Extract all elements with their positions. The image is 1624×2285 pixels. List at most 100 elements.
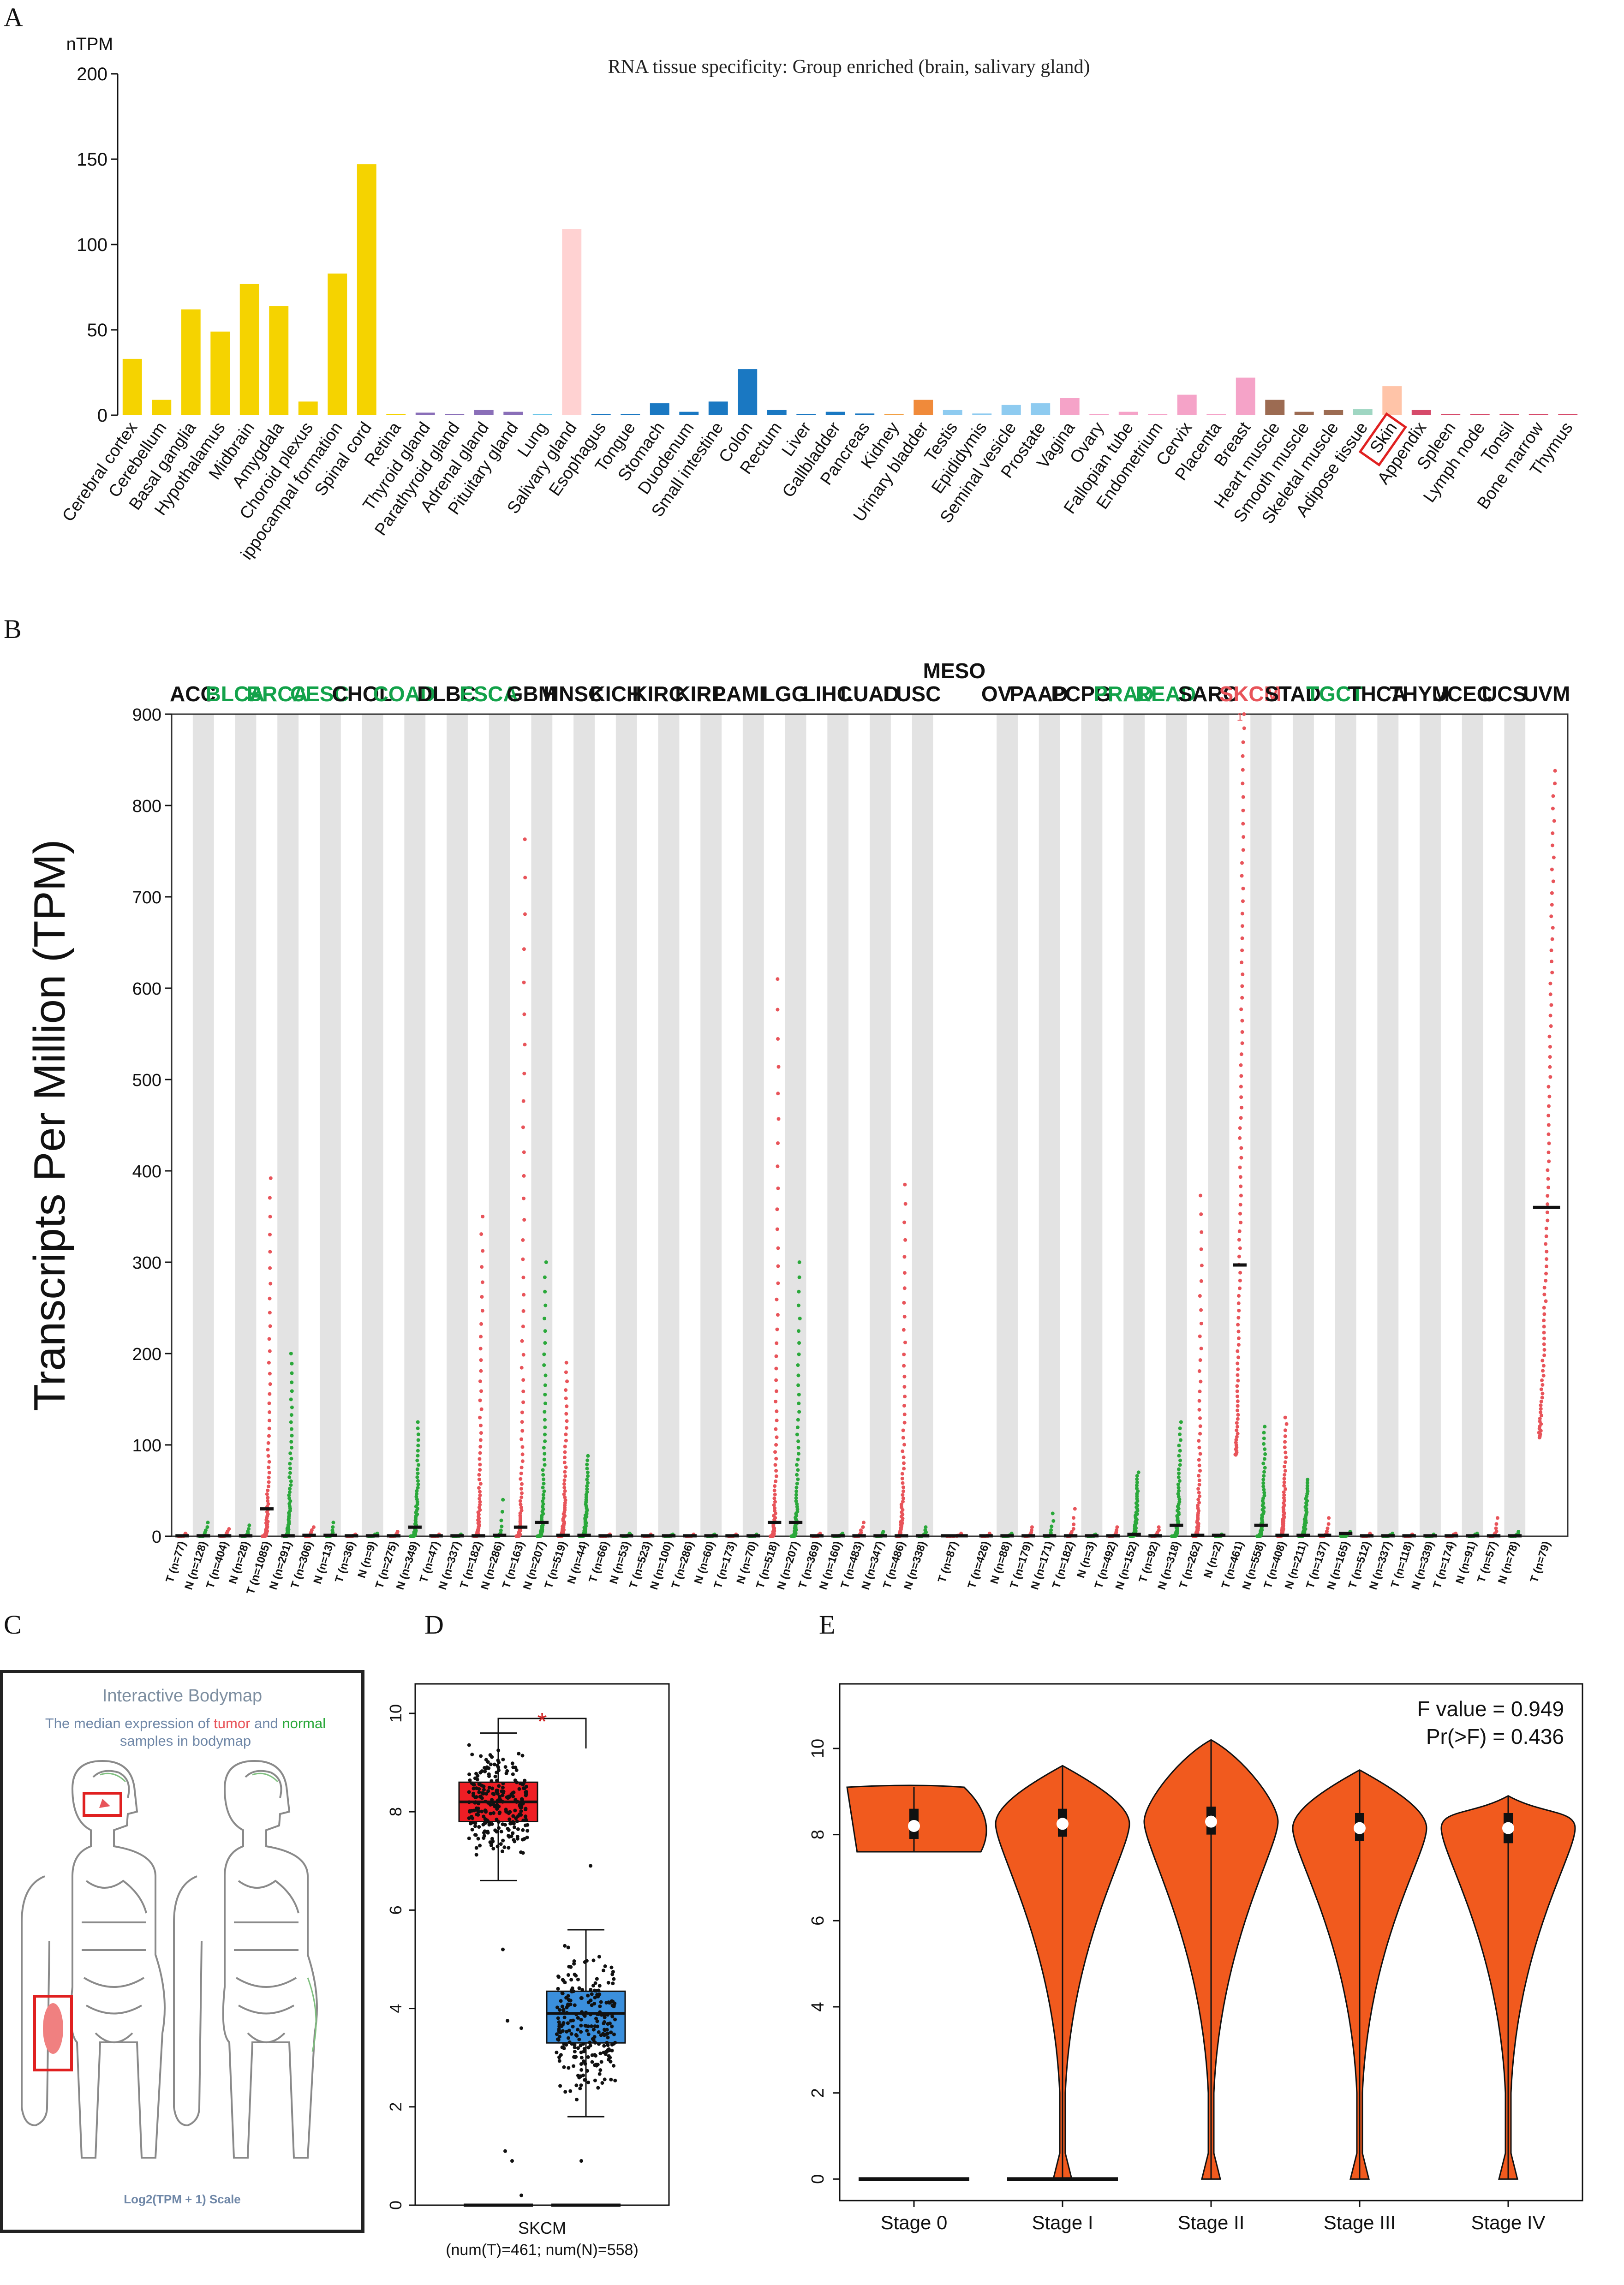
b-dot xyxy=(776,1065,781,1069)
b-normal-band xyxy=(531,714,553,1536)
b-dot xyxy=(562,1461,567,1465)
b-dot xyxy=(1197,1463,1201,1468)
b-dot xyxy=(1178,1426,1182,1431)
b-dot xyxy=(1541,1369,1545,1373)
b-normal-band xyxy=(1123,714,1145,1536)
b-dot xyxy=(774,1354,778,1358)
b-dot xyxy=(1238,1175,1242,1179)
b-dot xyxy=(774,1443,778,1447)
d-dot xyxy=(474,1833,478,1837)
b-cancer-label: SARC xyxy=(1178,682,1238,706)
b-dot xyxy=(1177,1489,1181,1493)
b-y-tick-label: 500 xyxy=(132,1071,161,1090)
d-dot xyxy=(555,2051,559,2055)
b-dot xyxy=(1178,1449,1182,1453)
a-bar xyxy=(386,414,406,415)
b-dot xyxy=(564,1370,568,1374)
a-bar xyxy=(855,413,875,415)
b-normal-band xyxy=(489,714,510,1536)
d-outlier xyxy=(579,2159,583,2163)
d-dot xyxy=(602,2022,606,2026)
e-median-dot xyxy=(1205,1815,1217,1828)
d-dot xyxy=(563,1981,567,1985)
body-outlines xyxy=(21,1760,318,2159)
b-dot xyxy=(1237,1308,1241,1313)
b-dot xyxy=(1239,1074,1243,1078)
b-dot xyxy=(269,1282,273,1286)
b-dot xyxy=(564,1396,568,1401)
d-dot xyxy=(520,1797,524,1801)
b-dot xyxy=(1135,1483,1139,1487)
d-dot xyxy=(496,1820,501,1824)
b-dot xyxy=(1539,1399,1543,1403)
b-dot xyxy=(900,1472,904,1476)
d-dot xyxy=(597,1955,601,1959)
d-dot xyxy=(518,1803,522,1807)
bodymap-subtitle: The median expression of tumor and norma… xyxy=(45,1715,326,1749)
d-dot xyxy=(495,1778,499,1783)
d-dot xyxy=(486,1760,490,1764)
b-dot xyxy=(1544,1226,1548,1230)
b-dot xyxy=(1546,1185,1551,1189)
d-dot xyxy=(562,2016,567,2020)
b-dot xyxy=(1241,972,1245,976)
b-normal-band xyxy=(1208,714,1230,1536)
b-dot xyxy=(1197,1439,1201,1443)
b-cancer-label: PAAD xyxy=(1009,682,1068,706)
b-dot xyxy=(1544,1271,1548,1276)
b-dot xyxy=(1306,1478,1310,1482)
b-dot xyxy=(1548,1044,1552,1049)
b-cancer-label: KIRP xyxy=(675,682,726,706)
b-dot xyxy=(774,1469,778,1473)
b-dot xyxy=(267,1419,271,1423)
b-cancer-label: ACC xyxy=(170,682,216,706)
d-dot xyxy=(590,1992,594,1996)
b-dot xyxy=(1547,1141,1551,1145)
a-bar xyxy=(152,400,172,415)
d-dot xyxy=(595,1977,599,1981)
b-dot xyxy=(268,1410,272,1414)
b-dot xyxy=(1262,1431,1266,1435)
b-dot xyxy=(1262,1436,1266,1440)
d-dot xyxy=(521,1828,525,1832)
b-dot xyxy=(1544,1299,1548,1303)
b-dot xyxy=(1546,1104,1551,1108)
b-dot xyxy=(776,1246,780,1250)
d-x-label: SKCM xyxy=(518,2219,566,2237)
b-dot xyxy=(1550,971,1554,975)
b-normal-band xyxy=(277,714,299,1536)
b-dot xyxy=(798,1317,802,1321)
b-dot xyxy=(1237,1254,1241,1259)
b-dot xyxy=(1236,1417,1240,1421)
b-dot xyxy=(1236,1367,1240,1372)
b-dot xyxy=(477,1486,481,1490)
d-dot xyxy=(509,1821,513,1826)
b-dot xyxy=(1198,1416,1202,1420)
b-dot xyxy=(1542,1286,1546,1290)
d-dot xyxy=(501,1785,505,1790)
b-dot xyxy=(415,1458,419,1462)
b-dot xyxy=(267,1465,271,1469)
d-dot xyxy=(597,2072,602,2076)
b-dot xyxy=(520,1410,524,1414)
e-y-tick-label: 8 xyxy=(808,1830,828,1839)
b-dot xyxy=(519,1509,524,1513)
d-dot xyxy=(509,1792,513,1796)
interactive-bodymap[interactable]: Interactive Bodymap The median expressio… xyxy=(0,1670,364,2233)
b-dot xyxy=(478,1347,483,1351)
b-sample-label: T (n=87) xyxy=(936,1540,961,1584)
b-dot xyxy=(1240,1030,1244,1034)
b-dot xyxy=(796,1303,800,1307)
b-dot xyxy=(1542,1353,1546,1357)
b-dot xyxy=(1283,1469,1287,1473)
b-cancer-label: UCEC xyxy=(1432,682,1492,706)
b-sample-label: N (n=70) xyxy=(734,1540,759,1586)
d-dot xyxy=(521,1851,525,1855)
b-dot xyxy=(289,1479,293,1483)
a-bar xyxy=(884,414,904,415)
b-dot xyxy=(519,1477,523,1481)
e-y-tick-label: 4 xyxy=(808,2002,828,2011)
d-dot xyxy=(586,1993,590,1998)
b-sample-label: N (n=53) xyxy=(607,1540,633,1586)
b-dot xyxy=(795,1504,799,1509)
